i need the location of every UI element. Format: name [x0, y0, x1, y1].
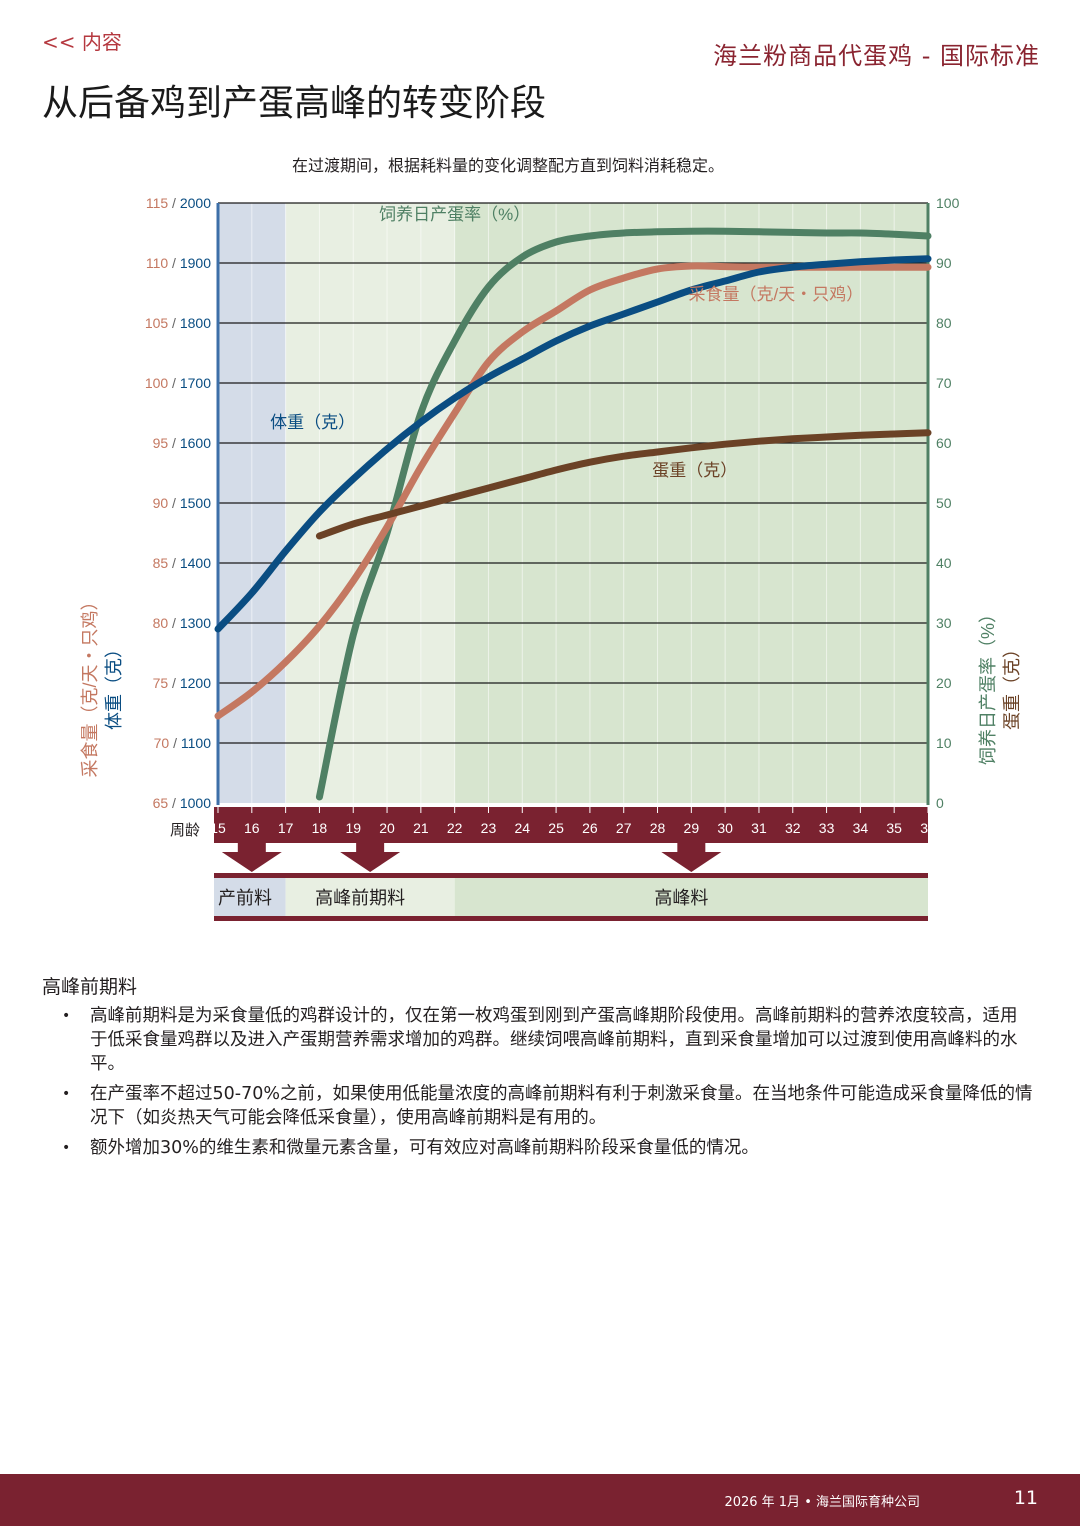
left-tick-label: 70 / 1100	[154, 735, 212, 751]
phase-label-1: 产前料	[218, 888, 272, 908]
bullet-item-3: 额外增加30%的维生素和微量元素含量，可有效应对高峰前期料阶段采食量低的情况。	[62, 1136, 1034, 1160]
week-tick-label: 33	[819, 820, 835, 836]
week-tick-label: 21	[413, 820, 429, 836]
week-tick-label: 36	[920, 820, 936, 836]
week-tick-label: 19	[345, 820, 361, 836]
week-tick-label: 17	[278, 820, 294, 836]
bullet-item-1: 高峰前期料是为采食量低的鸡群设计的，仅在第一枚鸡蛋到刚到产蛋高峰期阶段使用。高峰…	[62, 1004, 1034, 1076]
right-axis-title-egg-weight: 蛋重（克）	[1002, 640, 1022, 730]
bullet-item-2: 在产蛋率不超过50-70%之前，如果使用低能量浓度的高峰前期料有利于刺激采食量。…	[62, 1082, 1034, 1130]
production-curve	[315, 227, 932, 801]
phase-arrow-1	[221, 843, 282, 872]
egg-weight-series-label: 蛋重（克）	[652, 461, 737, 480]
section-heading: 高峰前期料	[42, 976, 138, 998]
week-tick-label: 29	[684, 820, 700, 836]
right-tick-label: 50	[936, 495, 952, 511]
page-number: 11	[1013, 1487, 1038, 1509]
right-tick-label: 70	[936, 375, 952, 391]
week-tick-label: 16	[244, 820, 260, 836]
week-tick-label: 25	[548, 820, 564, 836]
bullet-list: 高峰前期料是为采食量低的鸡群设计的，仅在第一枚鸡蛋到刚到产蛋高峰期阶段使用。高峰…	[62, 1004, 1034, 1166]
week-tick-label: 34	[853, 820, 869, 836]
production-series-label: 饲养日产蛋率（%）	[379, 205, 530, 224]
phase-cell-2	[285, 878, 455, 916]
week-tick-label: 22	[447, 820, 463, 836]
week-tick-label: 30	[717, 820, 733, 836]
right-tick-label: 0	[936, 795, 944, 811]
back-to-contents-link[interactable]: << 内容	[42, 30, 122, 54]
phase-label-3: 高峰料	[654, 888, 708, 908]
right-tick-label: 40	[936, 555, 952, 571]
phase-arrow-2	[340, 843, 401, 872]
phase-cell-3	[454, 878, 928, 916]
body-weight-curve	[214, 255, 932, 633]
phase-label-2: 高峰前期料	[315, 888, 405, 908]
phase-cell-1	[214, 878, 286, 916]
right-tick-label: 60	[936, 435, 952, 451]
phase-arrow-3	[661, 843, 722, 872]
left-tick-label: 110 / 1900	[146, 255, 211, 271]
feed-intake-series-label: 采食量（克/天・只鸡）	[688, 285, 863, 304]
week-tick-label: 15	[210, 820, 226, 836]
week-tick-label: 18	[312, 820, 328, 836]
document-title: 海兰粉商品代蛋鸡 - 国际标准	[713, 42, 1040, 70]
left-tick-label: 105 / 1800	[145, 315, 211, 331]
week-axis-bar	[214, 807, 928, 843]
week-tick-label: 35	[886, 820, 902, 836]
right-axis-title-production: 饲养日产蛋率（%）	[978, 605, 998, 765]
left-tick-label: 75 / 1200	[153, 675, 212, 691]
egg-weight-curve	[315, 429, 932, 540]
right-tick-label: 30	[936, 615, 952, 631]
footer-date-company: 2026 年 1月 • 海兰国际育种公司	[724, 1495, 920, 1510]
right-tick-label: 20	[936, 675, 952, 691]
left-tick-label: 115 / 2000	[146, 195, 211, 211]
left-tick-label: 100 / 1700	[145, 375, 211, 391]
body-weight-series-label: 体重（克）	[270, 413, 355, 432]
right-tick-label: 90	[936, 255, 952, 271]
page-title: 从后备鸡到产蛋高峰的转变阶段	[42, 83, 547, 124]
right-tick-label: 80	[936, 315, 952, 331]
left-axis-title-weight: 体重（克）	[104, 640, 124, 730]
chart-caption: 在过渡期间，根据耗料量的变化调整配方直到饲料消耗稳定。	[291, 156, 724, 175]
week-tick-label: 31	[751, 820, 767, 836]
phase-bar-top-line	[214, 873, 928, 878]
week-tick-label: 26	[582, 820, 598, 836]
week-tick-label: 20	[379, 820, 395, 836]
footer-bar: 2026 年 1月 • 海兰国际育种公司 11	[0, 1474, 1080, 1526]
week-tick-label: 28	[650, 820, 666, 836]
week-tick-label: 27	[616, 820, 632, 836]
left-axis-title-feed: 采食量（克/天・只鸡）	[80, 593, 100, 778]
left-tick-label: 85 / 1400	[153, 555, 212, 571]
week-tick-label: 23	[481, 820, 497, 836]
phase-bar-bottom-line	[214, 916, 928, 921]
x-axis-label: 周龄	[170, 822, 200, 839]
week-tick-label: 32	[785, 820, 801, 836]
right-tick-label: 100	[936, 195, 960, 211]
transition-chart: 65 / 1000 70 / 1100 75 / 1200 80 / 1300 85 /…	[80, 195, 1022, 921]
left-tick-label: 65 / 1000	[153, 795, 212, 811]
left-tick-label: 90 / 1500	[153, 495, 212, 511]
left-tick-label: 80 / 1300	[153, 615, 212, 631]
left-tick-label: 95 / 1600	[153, 435, 212, 451]
week-tick-label: 24	[514, 820, 530, 836]
right-tick-label: 10	[936, 735, 952, 751]
